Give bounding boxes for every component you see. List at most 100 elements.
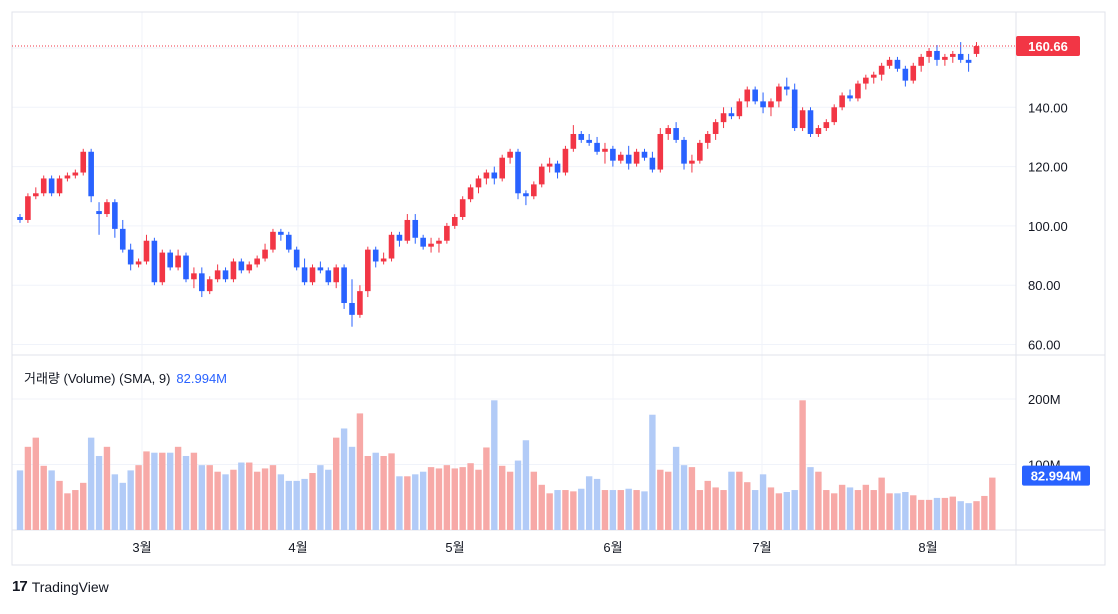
- candle-body: [610, 148, 616, 161]
- candle-body: [957, 53, 964, 60]
- candle: [175, 249, 181, 271]
- candle-body: [578, 133, 585, 140]
- candle-body: [934, 50, 940, 60]
- volume-bar: [601, 490, 609, 530]
- candle-body: [657, 133, 664, 170]
- candle: [206, 276, 213, 295]
- candle: [886, 56, 893, 69]
- candle: [783, 77, 790, 96]
- candle: [863, 74, 869, 90]
- candle: [657, 128, 664, 173]
- candle-body: [807, 110, 814, 134]
- candle: [17, 214, 23, 223]
- candle-body: [183, 255, 189, 280]
- volume-bar: [641, 491, 648, 530]
- candle: [523, 190, 529, 206]
- candle: [681, 136, 687, 170]
- candle-body: [143, 240, 150, 262]
- candle-body: [617, 154, 624, 161]
- volume-bar: [593, 478, 601, 530]
- candle-body: [88, 151, 94, 197]
- volume-bar: [269, 465, 277, 530]
- candle: [570, 125, 577, 152]
- volume-bar: [467, 463, 474, 530]
- candle: [697, 139, 703, 164]
- candle-body: [254, 258, 260, 265]
- candle: [278, 228, 284, 241]
- candle-body: [325, 270, 332, 283]
- candle-body: [926, 50, 932, 57]
- volume-bar: [570, 491, 577, 530]
- candle-body: [301, 267, 308, 283]
- candle-body: [246, 264, 253, 271]
- volume-bar: [617, 490, 624, 530]
- candle: [807, 107, 814, 137]
- candle-body: [380, 258, 387, 262]
- volume-bar: [87, 437, 95, 530]
- candle: [949, 50, 956, 63]
- candle-body: [720, 113, 727, 123]
- candle: [728, 107, 735, 120]
- candle-body: [776, 86, 782, 102]
- candle-body: [333, 267, 339, 283]
- volume-bar: [831, 493, 838, 530]
- volume-bar: [277, 474, 285, 530]
- candle: [776, 83, 782, 108]
- candle: [25, 193, 31, 223]
- candle-body: [372, 249, 379, 262]
- volume-bar: [949, 496, 956, 530]
- volume-bar: [886, 493, 893, 530]
- time-tick-label: 5월: [445, 540, 464, 555]
- volume-bar: [56, 480, 63, 530]
- candle: [143, 234, 150, 265]
- volume-bar: [585, 476, 593, 530]
- candle: [301, 258, 308, 286]
- time-tick-label: 4월: [288, 540, 307, 555]
- candle-body: [744, 89, 751, 102]
- candle-body: [554, 163, 561, 173]
- candle-body: [428, 243, 434, 247]
- candle: [467, 184, 474, 203]
- candle: [973, 42, 980, 57]
- candle-body: [641, 151, 648, 158]
- candle: [562, 145, 569, 176]
- candle: [293, 246, 300, 271]
- volume-bar: [665, 471, 672, 530]
- volume-bar: [925, 499, 933, 530]
- candle-body: [910, 65, 917, 81]
- candle: [712, 119, 719, 140]
- volume-badge-value: 82.994M: [1031, 469, 1082, 484]
- candle: [372, 246, 379, 268]
- candle-body: [451, 217, 458, 226]
- candle-body: [285, 234, 292, 250]
- candle: [894, 56, 901, 72]
- candle: [80, 148, 87, 176]
- candle: [333, 264, 339, 289]
- volume-bar: [609, 490, 617, 530]
- candle-body: [341, 267, 347, 303]
- candlesticks: [17, 42, 980, 327]
- tradingview-brand[interactable]: 17 TradingView: [12, 578, 109, 595]
- volume-bar: [309, 473, 316, 530]
- candle: [752, 86, 758, 105]
- volume-legend[interactable]: 거래량 (Volume) (SMA, 9) 82.994M: [24, 368, 227, 387]
- candle-body: [689, 160, 695, 164]
- volume-bar: [64, 493, 71, 530]
- volume-bar: [704, 480, 711, 530]
- volume-bar: [546, 493, 553, 530]
- candle: [641, 148, 648, 161]
- volume-bar: [103, 446, 111, 530]
- candle: [64, 172, 71, 182]
- candle: [151, 237, 158, 286]
- candle-body: [230, 261, 237, 280]
- candle-body: [562, 148, 569, 173]
- candle-body: [25, 196, 31, 220]
- time-tick-label: 6월: [603, 540, 622, 555]
- volume-bar: [672, 446, 680, 530]
- volume-legend-label: 거래량 (Volume) (SMA, 9): [24, 371, 171, 386]
- volume-bar: [32, 437, 40, 530]
- candle-body: [602, 148, 608, 152]
- volume-bar: [380, 455, 387, 530]
